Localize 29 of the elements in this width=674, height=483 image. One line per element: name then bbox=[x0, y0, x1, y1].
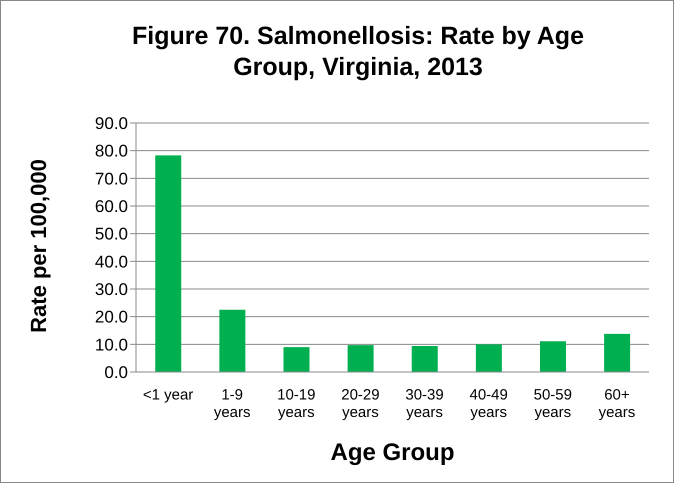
y-tick-label: 10.0 bbox=[94, 335, 128, 354]
x-axis-title: Age Group bbox=[330, 439, 456, 467]
x-tick-label: <1 year bbox=[142, 386, 194, 404]
y-tick-label: 20.0 bbox=[94, 308, 128, 327]
bar bbox=[283, 347, 310, 372]
bar bbox=[604, 334, 630, 372]
y-tick-label: 80.0 bbox=[94, 142, 128, 161]
bar bbox=[348, 345, 374, 372]
x-tick-label: 40-49 years bbox=[470, 386, 508, 421]
bar bbox=[219, 310, 246, 372]
y-tick-label: 0.0 bbox=[104, 363, 128, 382]
y-tick-label: 90.0 bbox=[94, 114, 128, 134]
x-tick-label: 20-29 years bbox=[341, 386, 380, 421]
x-tick-label: 50-59 years bbox=[534, 386, 572, 421]
y-tick-label: 70.0 bbox=[94, 169, 128, 188]
y-tick-label: 60.0 bbox=[94, 197, 128, 216]
x-tick-label: 10-19 years bbox=[277, 386, 316, 421]
chart-title: Figure 70. Salmonellosis: Rate by Age Group, Virginia, 2013 bbox=[131, 21, 585, 83]
x-tick-label: 30-39 years bbox=[405, 386, 444, 421]
bar bbox=[476, 344, 502, 372]
x-tick-label: 1-9 years bbox=[214, 386, 251, 421]
y-tick-label: 50.0 bbox=[94, 224, 128, 244]
x-tick-label: 60+ years bbox=[598, 386, 636, 421]
bar bbox=[540, 341, 566, 372]
bar bbox=[412, 346, 438, 372]
y-axis-title: Rate per 100,000 bbox=[26, 159, 52, 333]
y-tick-label: 30.0 bbox=[94, 280, 128, 300]
bar bbox=[155, 155, 182, 372]
y-tick-label: 40.0 bbox=[94, 252, 128, 272]
